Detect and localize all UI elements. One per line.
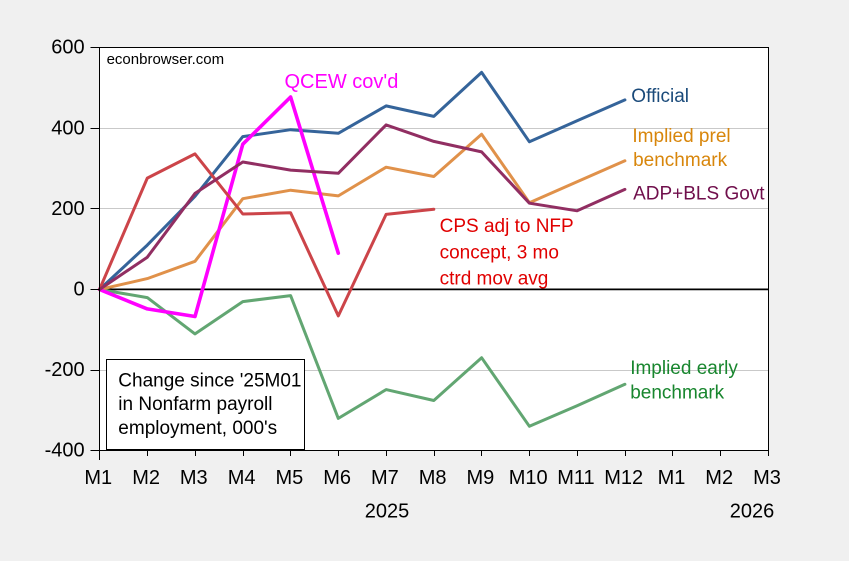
svg-text:concept, 3 mo: concept, 3 mo	[440, 243, 559, 264]
svg-text:-400: -400	[45, 439, 85, 461]
svg-text:benchmark: benchmark	[630, 383, 724, 404]
svg-text:in Nonfarm payroll: in Nonfarm payroll	[118, 394, 272, 415]
svg-text:M2: M2	[705, 467, 733, 489]
svg-text:-200: -200	[45, 359, 85, 381]
svg-text:M1: M1	[658, 467, 686, 489]
svg-text:M11: M11	[557, 467, 594, 489]
svg-text:M6: M6	[323, 467, 351, 489]
svg-text:M7: M7	[371, 467, 399, 489]
svg-text:M1: M1	[84, 467, 112, 489]
svg-text:Official: Official	[631, 86, 689, 107]
svg-text:econbrowser.com: econbrowser.com	[107, 51, 225, 68]
svg-text:Change since '25M01: Change since '25M01	[118, 370, 301, 391]
svg-text:400: 400	[51, 117, 84, 139]
svg-text:Implied early: Implied early	[630, 358, 738, 379]
svg-text:2025: 2025	[365, 501, 410, 523]
svg-text:QCEW cov'd: QCEW cov'd	[285, 71, 399, 93]
svg-text:2026: 2026	[730, 501, 775, 523]
svg-text:M3: M3	[753, 467, 781, 489]
svg-text:200: 200	[51, 198, 84, 220]
svg-text:ADP+BLS Govt: ADP+BLS Govt	[633, 183, 765, 204]
svg-text:600: 600	[51, 36, 84, 58]
svg-text:benchmark: benchmark	[633, 150, 727, 171]
svg-text:0: 0	[73, 278, 84, 300]
svg-text:CPS adj to NFP: CPS adj to NFP	[440, 216, 574, 237]
svg-text:M4: M4	[228, 467, 256, 489]
svg-text:employment, 000's: employment, 000's	[118, 418, 277, 439]
svg-text:M8: M8	[419, 467, 447, 489]
svg-text:M9: M9	[467, 467, 495, 489]
svg-text:M2: M2	[132, 467, 160, 489]
svg-text:ctrd mov avg: ctrd mov avg	[440, 269, 549, 290]
svg-text:M5: M5	[276, 467, 304, 489]
svg-text:M10: M10	[509, 467, 548, 489]
svg-text:M12: M12	[604, 467, 643, 489]
svg-text:M3: M3	[180, 467, 208, 489]
svg-text:Implied prel: Implied prel	[632, 126, 730, 147]
